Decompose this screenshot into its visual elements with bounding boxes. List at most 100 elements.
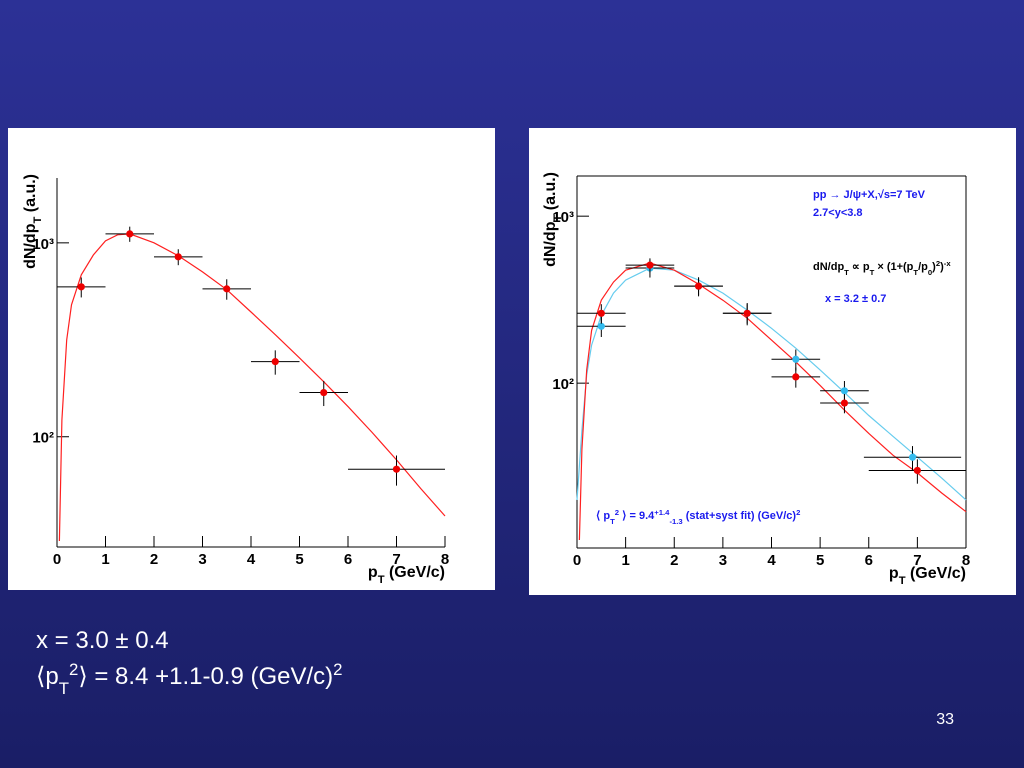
fit-curve xyxy=(578,262,967,541)
annotation-part: T xyxy=(844,268,849,277)
annotation-part: x = 3.2 ± 0.7 xyxy=(825,293,886,305)
x-axis-label-part: T xyxy=(899,575,906,587)
data-point xyxy=(792,373,800,381)
y-axis-label-part: (a.u.) xyxy=(22,174,39,217)
annotation: x = 3.2 ± 0.7 xyxy=(825,293,886,305)
data-point xyxy=(126,230,134,238)
result-line-part: ⟩ = 8.4 +1.1-0.9 (GeV/c) xyxy=(78,663,333,690)
x-tick-label: 0 xyxy=(53,551,61,568)
y-tick-label: 10³ xyxy=(552,209,574,226)
x-axis-label-part: (GeV/c) xyxy=(906,565,966,582)
data-point xyxy=(392,465,401,473)
annotation-part: 2.7<y<3.8 xyxy=(813,207,863,219)
result-line: x = 3.0 ± 0.4 xyxy=(36,627,169,654)
result-line-part: T xyxy=(59,679,69,698)
x-tick-label: 1 xyxy=(621,552,629,569)
x-tick-label: 7 xyxy=(392,551,400,568)
annotation-part: × (1+(p xyxy=(874,261,913,273)
data-point xyxy=(908,453,917,461)
y-axis-label: dN/dpT (a.u.) xyxy=(22,174,44,269)
fit-curve xyxy=(58,233,446,542)
annotation-part: 2 xyxy=(936,259,940,268)
annotation-part: T xyxy=(913,268,918,277)
result-line-part: 2 xyxy=(69,660,78,679)
x-tick-label: 8 xyxy=(962,552,970,569)
chart-panel xyxy=(8,128,495,590)
x-tick-label: 7 xyxy=(913,552,921,569)
y-tick-label: 10³ xyxy=(32,236,54,253)
annotation-part: 2 xyxy=(796,508,800,517)
x-tick-label: 4 xyxy=(767,552,776,569)
y-tick-label: 10² xyxy=(32,430,54,447)
annotation-part: /p xyxy=(918,261,928,273)
annotation-part: (stat+syst fit) (GeV/c) xyxy=(683,510,797,522)
annotation-part: ⟨ p xyxy=(596,510,610,522)
annotation-part: ⟩ = 9.4 xyxy=(619,510,655,522)
annotation: ⟨ pT2 ⟩ = 9.4+1.4-1.3 (stat+syst fit) (G… xyxy=(596,508,800,526)
y-tick-label: 10² xyxy=(552,376,574,393)
result-line: ⟨pT2⟩ = 8.4 +1.1-0.9 (GeV/c)2 xyxy=(36,660,343,698)
result-line-part: 2 xyxy=(333,660,342,679)
result-line-part: x = 3.0 ± 0.4 xyxy=(36,627,169,654)
annotation-part: dN/dp xyxy=(813,261,844,273)
x-tick-label: 2 xyxy=(150,551,158,568)
y-axis-label-part: T xyxy=(32,217,44,224)
annotation-part: T xyxy=(610,517,615,526)
x-tick-label: 6 xyxy=(344,551,352,568)
y-axis-label: dN/dpT (a.u.) xyxy=(542,172,564,267)
annotation-part: -x xyxy=(944,259,952,268)
x-tick-label: 3 xyxy=(198,551,206,568)
x-tick-label: 2 xyxy=(670,552,678,569)
data-point xyxy=(840,399,849,407)
data-point xyxy=(646,261,654,269)
x-axis-label: pT (GeV/c) xyxy=(889,565,966,587)
annotation-part: 2 xyxy=(615,508,619,517)
annotation-part: ∝ p xyxy=(849,261,870,273)
data-point xyxy=(271,358,279,366)
data-point xyxy=(913,466,921,475)
x-axis-label-part: T xyxy=(378,574,385,586)
data-point xyxy=(597,322,605,330)
data-point xyxy=(320,388,328,397)
annotation-part: T xyxy=(870,268,875,277)
x-axis-label-part: (GeV/c) xyxy=(385,564,445,581)
data-point xyxy=(743,309,751,317)
annotation-part: ) xyxy=(932,261,936,273)
chart-panel xyxy=(529,128,1016,595)
y-axis-label-part: T xyxy=(552,215,564,222)
x-tick-label: 8 xyxy=(441,551,449,568)
x-tick-label: 5 xyxy=(816,552,824,569)
annotation: 2.7<y<3.8 xyxy=(813,207,863,219)
x-tick-label: 5 xyxy=(295,551,303,568)
annotation-part: 0 xyxy=(928,268,932,277)
page-number: 33 xyxy=(936,711,954,728)
result-line-part: ⟨p xyxy=(36,663,59,690)
data-point xyxy=(223,285,231,293)
y-axis-label-part: dN/dp xyxy=(542,221,559,267)
annotation-part: pp → J/ψ+X,√s=7 TeV xyxy=(813,189,926,201)
y-axis-label-part: (a.u.) xyxy=(542,172,559,215)
data-point xyxy=(694,282,703,290)
annotation: dN/dpT ∝ pT × (1+(pT/p0)2)-x xyxy=(813,259,951,277)
x-axis-label-part: p xyxy=(368,564,378,581)
annotation-part: +1.4 xyxy=(654,508,670,517)
x-axis-label-part: p xyxy=(889,565,899,582)
x-tick-label: 3 xyxy=(719,552,727,569)
x-axis-label: pT (GeV/c) xyxy=(368,564,445,586)
annotation-part: ) xyxy=(940,261,944,273)
fit-curve xyxy=(576,267,967,501)
data-point xyxy=(77,283,85,291)
y-axis-label-part: dN/dp xyxy=(22,223,39,269)
x-tick-label: 0 xyxy=(573,552,581,569)
data-point xyxy=(597,309,605,317)
x-tick-label: 4 xyxy=(247,551,256,568)
data-point xyxy=(792,355,800,363)
data-point xyxy=(840,387,849,395)
annotation: pp → J/ψ+X,√s=7 TeV xyxy=(813,189,926,201)
x-tick-label: 1 xyxy=(101,551,109,568)
data-point xyxy=(174,253,182,261)
x-tick-label: 6 xyxy=(865,552,873,569)
annotation-part: -1.3 xyxy=(669,517,682,526)
